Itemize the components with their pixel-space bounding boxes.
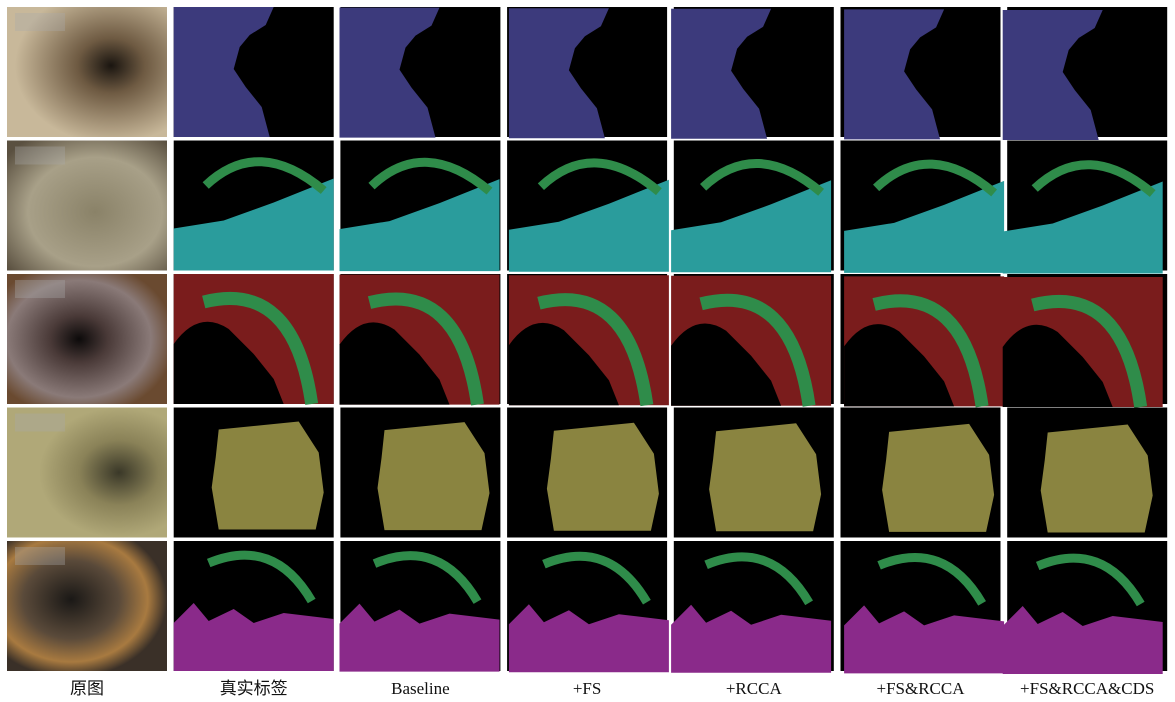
photo-overlay-text: [15, 414, 65, 432]
column-labels: 原图 真实标签 Baseline +FS +RCCA +FS&RCCA +FS&RCCA&C…: [70, 679, 1154, 698]
column-label: Baseline: [391, 679, 450, 698]
segmentation-mask: [174, 141, 334, 271]
segmentation-mask: [671, 7, 834, 139]
photo-overlay-text: [15, 547, 65, 565]
column-label: +FS&RCCA&CDS: [1020, 679, 1154, 698]
column-label: +FS&RCCA: [876, 679, 965, 698]
segmentation-mask: [1003, 141, 1167, 274]
segmentation-mask: [340, 141, 501, 272]
segmentation-mask: [841, 274, 1005, 406]
photo: [7, 7, 167, 137]
photo: [7, 141, 167, 271]
mask-region: [212, 422, 324, 530]
segmentation-mask: [841, 408, 1001, 538]
segmentation-mask: [340, 7, 501, 138]
segmentation-mask: [841, 7, 1001, 139]
photo-overlay-text: [15, 13, 65, 31]
segmentation-mask: [1003, 541, 1167, 674]
segmentation-mask: [507, 141, 669, 272]
segmentation-mask: [340, 408, 500, 538]
segmentation-mask: [671, 274, 834, 406]
figure: 原图 真实标签 Baseline +FS +RCCA +FS&RCCA +FS&RCCA&C…: [0, 0, 1175, 702]
segmentation-mask: [174, 274, 334, 404]
photo: [7, 274, 167, 404]
segmentation-mask: [671, 541, 834, 673]
segmentation-mask: [340, 274, 501, 405]
column-label: 原图: [70, 679, 104, 698]
photo: [7, 541, 167, 671]
segmentation-mask: [841, 541, 1005, 673]
segmentation-mask: [340, 541, 501, 672]
mask-region: [547, 423, 659, 531]
segmentation-mask: [174, 408, 334, 538]
photo: [7, 408, 167, 538]
mask-region: [378, 422, 490, 530]
segmentation-mask: [507, 408, 667, 538]
column-label: +FS: [573, 679, 602, 698]
column-label: 真实标签: [220, 679, 288, 698]
segmentation-mask: [841, 141, 1005, 273]
segmentation-mask: [671, 141, 834, 273]
segmentation-mask: [674, 408, 834, 538]
photo-overlay-text: [15, 147, 65, 165]
mask-region: [1041, 425, 1153, 533]
image-grid: [7, 7, 1167, 674]
segmentation-mask: [174, 7, 334, 137]
segmentation-mask: [1007, 408, 1167, 538]
photo-overlay-text: [15, 280, 65, 298]
segmentation-mask: [1003, 274, 1167, 407]
mask-region: [882, 424, 994, 532]
mask-region: [709, 423, 821, 531]
segmentation-mask: [507, 274, 669, 405]
segmentation-mask: [507, 541, 669, 672]
segmentation-mask: [507, 7, 667, 138]
column-label: +RCCA: [726, 679, 783, 698]
segmentation-mask: [174, 541, 334, 671]
segmentation-mask: [1003, 7, 1167, 140]
